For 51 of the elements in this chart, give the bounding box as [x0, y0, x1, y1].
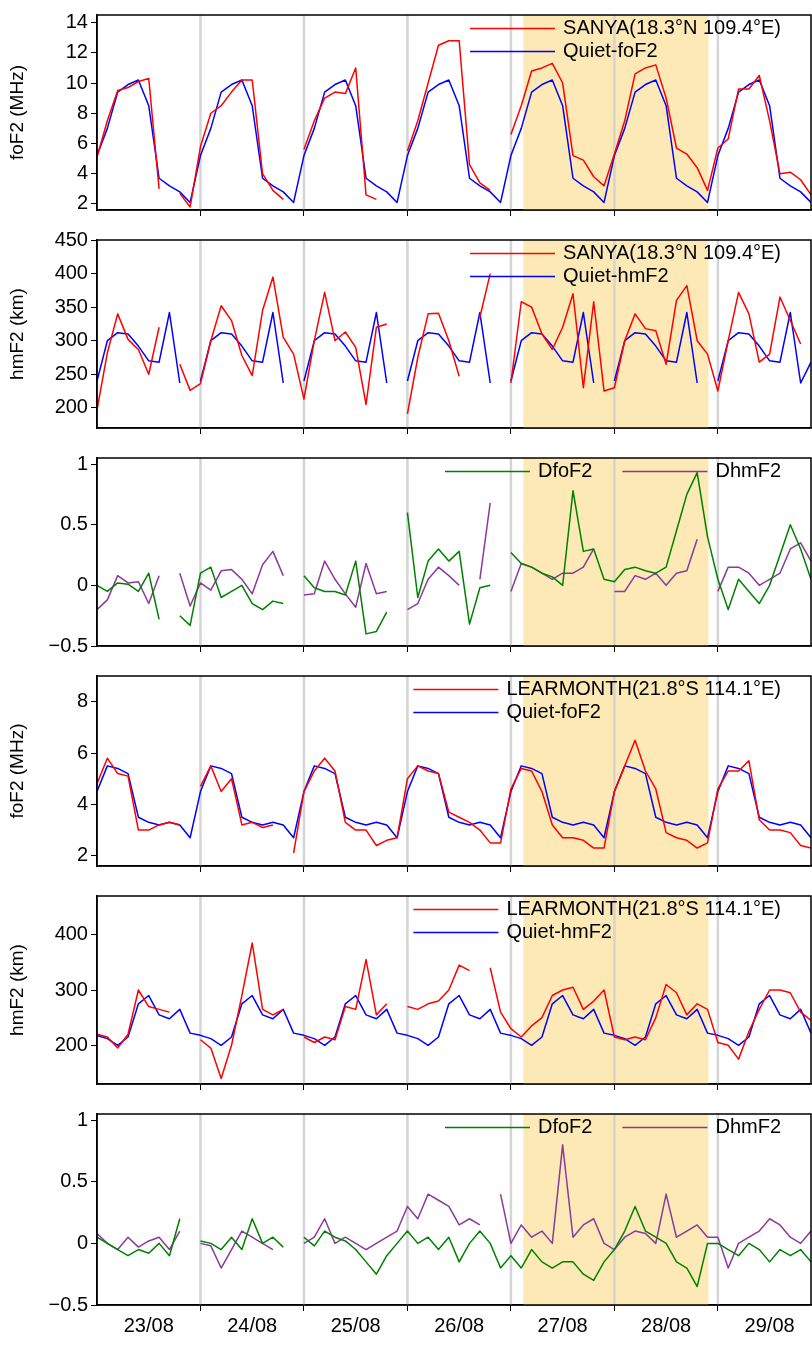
y-axis-title: foF2 (MHz)	[5, 65, 27, 160]
legend-label: LEARMONTH(21.8°S 114.1°E)	[506, 897, 781, 920]
y-tick-label: 450	[54, 227, 88, 250]
y-tick-label: 1	[76, 1107, 88, 1130]
y-tick-label: 200	[54, 1032, 88, 1055]
y-tick-label: 1	[76, 451, 88, 474]
legend-label: DfoF2	[537, 459, 593, 482]
y-tick-label: 0.5	[60, 1169, 88, 1192]
y-tick-label: −0.5	[48, 633, 88, 656]
y-tick-label: 300	[54, 328, 88, 351]
x-tick-label: 24/08	[227, 1313, 278, 1336]
y-tick-label: 350	[54, 294, 88, 317]
y-tick-label: 0.5	[60, 512, 88, 535]
y-tick-label: −0.5	[48, 1292, 88, 1315]
y-tick-label: 0	[76, 1230, 88, 1253]
legend-label: Quiet-hmF2	[506, 920, 612, 943]
legend-label: Quiet-foF2	[563, 39, 658, 62]
legend-label: LEARMONTH(21.8°S 114.1°E)	[506, 677, 781, 700]
y-tick-label: 250	[54, 361, 88, 384]
y-tick-label: 400	[54, 922, 88, 945]
legend-label: SANYA(18.3°N 109.4°E)	[563, 241, 781, 264]
y-tick-label: 6	[76, 131, 88, 153]
y-tick-label: 400	[54, 261, 88, 284]
y-tick-label: 2	[76, 191, 88, 214]
legend-label: DhmF2	[715, 459, 782, 482]
y-tick-label: 10	[65, 70, 88, 93]
legend-label: Quiet-hmF2	[563, 264, 669, 287]
x-tick-label: 25/08	[330, 1313, 381, 1336]
x-tick-label: 27/08	[537, 1313, 588, 1336]
x-tick-label: 28/08	[641, 1313, 692, 1336]
y-tick-label: 4	[76, 791, 88, 814]
legend-label: Quiet-foF2	[506, 700, 601, 723]
y-tick-label: 0	[76, 572, 88, 595]
x-tick-label: 29/08	[744, 1313, 795, 1336]
x-tick-label: 26/08	[434, 1313, 485, 1336]
y-tick-label: 8	[76, 689, 88, 712]
legend-label: DfoF2	[537, 1115, 593, 1138]
y-tick-label: 4	[76, 161, 88, 184]
y-tick-label: 6	[76, 740, 88, 763]
y-tick-label: 8	[76, 100, 88, 123]
y-tick-label: 200	[54, 395, 88, 418]
y-axis-title: hmF2 (km)	[5, 944, 27, 1036]
y-tick-label: 12	[65, 40, 88, 63]
y-tick-label: 300	[54, 977, 88, 1000]
y-tick-label: 14	[65, 10, 88, 33]
legend-label: DhmF2	[715, 1115, 782, 1138]
x-tick-label: 23/08	[123, 1313, 174, 1336]
y-axis-title: foF2 (MHz)	[5, 723, 27, 819]
y-axis-title: hmF2 (km)	[5, 288, 27, 380]
legend-label: SANYA(18.3°N 109.4°E)	[563, 16, 781, 39]
y-tick-label: 2	[76, 843, 88, 866]
